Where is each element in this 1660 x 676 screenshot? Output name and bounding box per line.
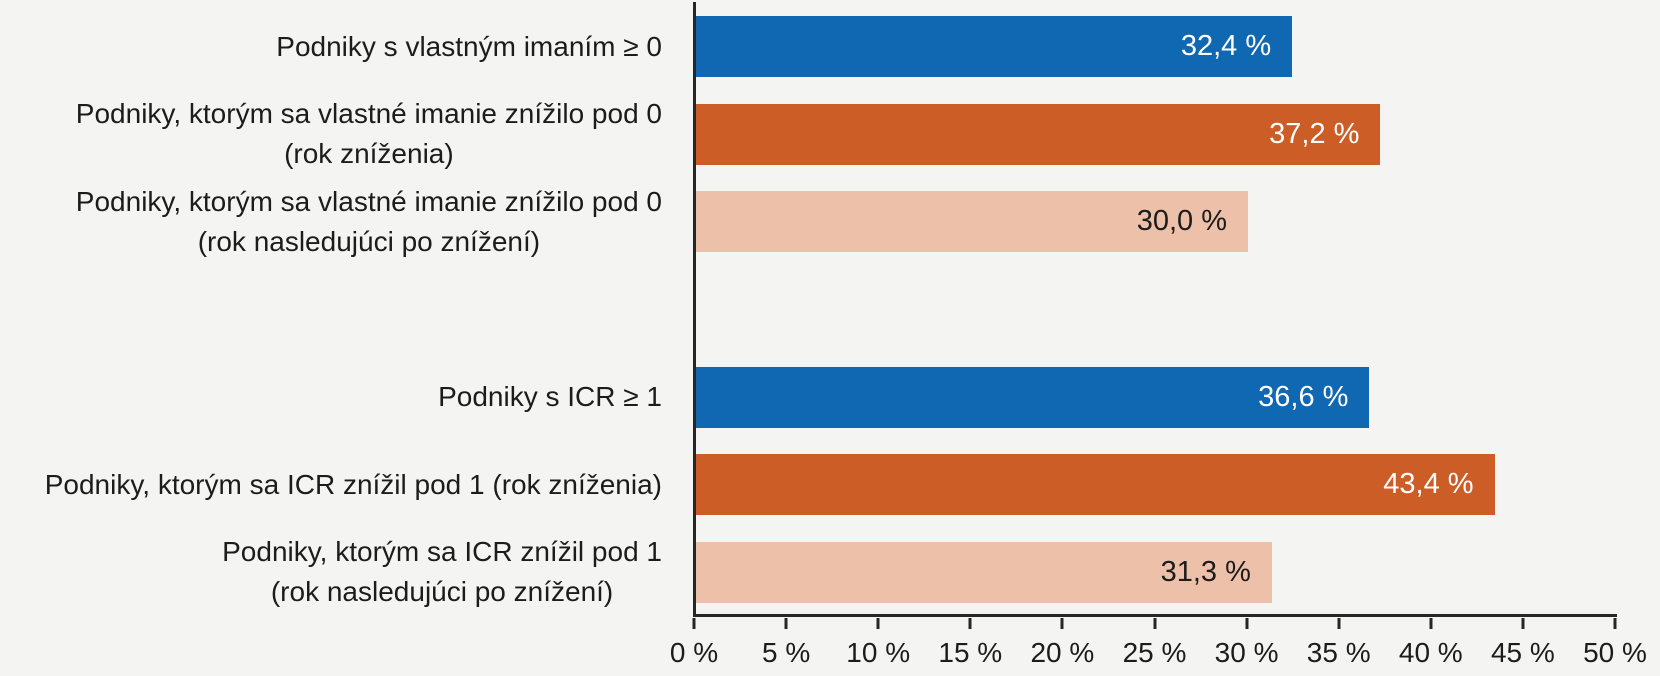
category-label-block: Podniky s ICR ≥ 1 (438, 377, 662, 417)
bar-value-label: 31,3 % (1160, 555, 1251, 588)
x-axis-tick-label: 45 % (1490, 637, 1555, 668)
category-label-line: Podniky, ktorým sa ICR znížil pod 1 (rok… (44, 468, 662, 500)
x-axis-tick (1245, 618, 1249, 629)
x-axis: 0 % 5 % 10 % 15 % 20 % 25 % 30 % 35 % 40… (670, 614, 1647, 676)
x-axis-tick (968, 618, 972, 629)
chart-row: Podniky s ICR ≥ 1 36,6 % (0, 353, 1616, 441)
bar: 43,4 % (696, 454, 1495, 516)
chart-row: Podniky, ktorým sa ICR znížil pod 1 (rok… (0, 441, 1616, 529)
x-axis-tick-label: 40 % (1398, 637, 1463, 668)
category-label: Podniky s vlastným imaním ≥ 0 (0, 3, 696, 91)
bar-value-label: 30,0 % (1136, 205, 1227, 238)
bar: 31,3 % (696, 541, 1272, 603)
chart-row: Podniky, ktorým sa vlastné imanie znížil… (0, 178, 1616, 266)
bar: 37,2 % (696, 103, 1381, 165)
bar-value-label: 32,4 % (1180, 30, 1272, 63)
bar-track: 37,2 % (696, 91, 1616, 179)
bar: 30,0 % (696, 191, 1248, 253)
x-axis-tick-label: 25 % (1122, 637, 1187, 668)
bar-track: 43,4 % (696, 441, 1616, 529)
category-label-block: Podniky s vlastným imaním ≥ 0 (276, 27, 662, 67)
bar-track: 30,0 % (696, 178, 1616, 266)
x-axis-tick (692, 618, 696, 629)
category-label-block: Podniky, ktorým sa ICR znížil pod 1 (rok… (222, 532, 662, 612)
category-label-line: (rok nasledujúci po znížení) (197, 225, 541, 257)
x-axis-tick (1521, 618, 1525, 629)
y-axis-line (693, 2, 696, 617)
bar-value-label: 43,4 % (1383, 468, 1474, 501)
category-label (0, 266, 696, 354)
x-axis-tick (1337, 618, 1341, 629)
category-label-line: Podniky s ICR ≥ 1 (438, 381, 662, 413)
category-label-block: Podniky, ktorým sa vlastné imanie znížil… (76, 94, 662, 174)
x-axis-tick (1613, 618, 1617, 629)
chart-row: Podniky s vlastným imaním ≥ 0 32,4 % (0, 3, 1616, 91)
bar-track: 36,6 % (696, 353, 1616, 441)
category-label-line: (rok zníženia) (284, 138, 454, 170)
chart-row: Podniky, ktorým sa vlastné imanie znížil… (0, 91, 1616, 179)
category-label: Podniky, ktorým sa vlastné imanie znížil… (0, 91, 696, 179)
bar: 36,6 % (696, 366, 1370, 428)
bar-value-label: 37,2 % (1269, 117, 1360, 150)
x-axis-tick-label: 10 % (846, 637, 911, 668)
category-label: Podniky, ktorým sa ICR znížil pod 1 (rok… (0, 441, 696, 529)
category-label-line: Podniky s vlastným imaním ≥ 0 (276, 30, 662, 62)
x-axis-tick-label: 30 % (1214, 637, 1279, 668)
x-axis-tick (876, 618, 880, 629)
x-axis-tick-label: 20 % (1030, 637, 1095, 668)
x-axis-tick-label: 0 % (669, 637, 719, 668)
category-label: Podniky, ktorým sa ICR znížil pod 1 (rok… (0, 528, 696, 616)
category-label-line: Podniky, ktorým sa vlastné imanie znížil… (75, 185, 662, 217)
x-axis-tick (784, 618, 788, 629)
x-axis-tick-label: 15 % (938, 637, 1003, 668)
x-axis-tick (1429, 618, 1433, 629)
bar-track (696, 266, 1616, 354)
x-axis-tick-label: 35 % (1306, 637, 1371, 668)
bar: 32,4 % (696, 16, 1293, 78)
chart-row: Podniky, ktorým sa ICR znížil pod 1 (rok… (0, 528, 1616, 616)
chart-rows: Podniky s vlastným imaním ≥ 0 32,4 % Pod… (0, 3, 1616, 616)
category-label-block: Podniky, ktorým sa ICR znížil pod 1 (rok… (45, 465, 662, 505)
chart-row-spacer (0, 266, 1616, 354)
x-axis-tick (1153, 618, 1156, 629)
bar-track: 32,4 % (696, 3, 1616, 91)
bar-track: 31,3 % (696, 528, 1616, 616)
category-label-block: Podniky, ktorým sa vlastné imanie znížil… (76, 182, 662, 262)
x-axis-tick-label: 50 % (1583, 637, 1647, 668)
category-label: Podniky, ktorým sa vlastné imanie znížil… (0, 178, 696, 266)
bar-value-label: 36,6 % (1258, 380, 1349, 413)
category-label-line: Podniky, ktorým sa vlastné imanie znížil… (75, 98, 662, 130)
category-label-line: (rok nasledujúci po znížení) (270, 576, 614, 608)
x-axis-line (693, 614, 1617, 617)
x-axis-tick-label: 5 % (761, 637, 811, 668)
category-label-line: Podniky, ktorým sa ICR znížil pod 1 (222, 536, 662, 568)
category-label: Podniky s ICR ≥ 1 (0, 353, 696, 441)
x-axis-tick (1060, 618, 1064, 629)
